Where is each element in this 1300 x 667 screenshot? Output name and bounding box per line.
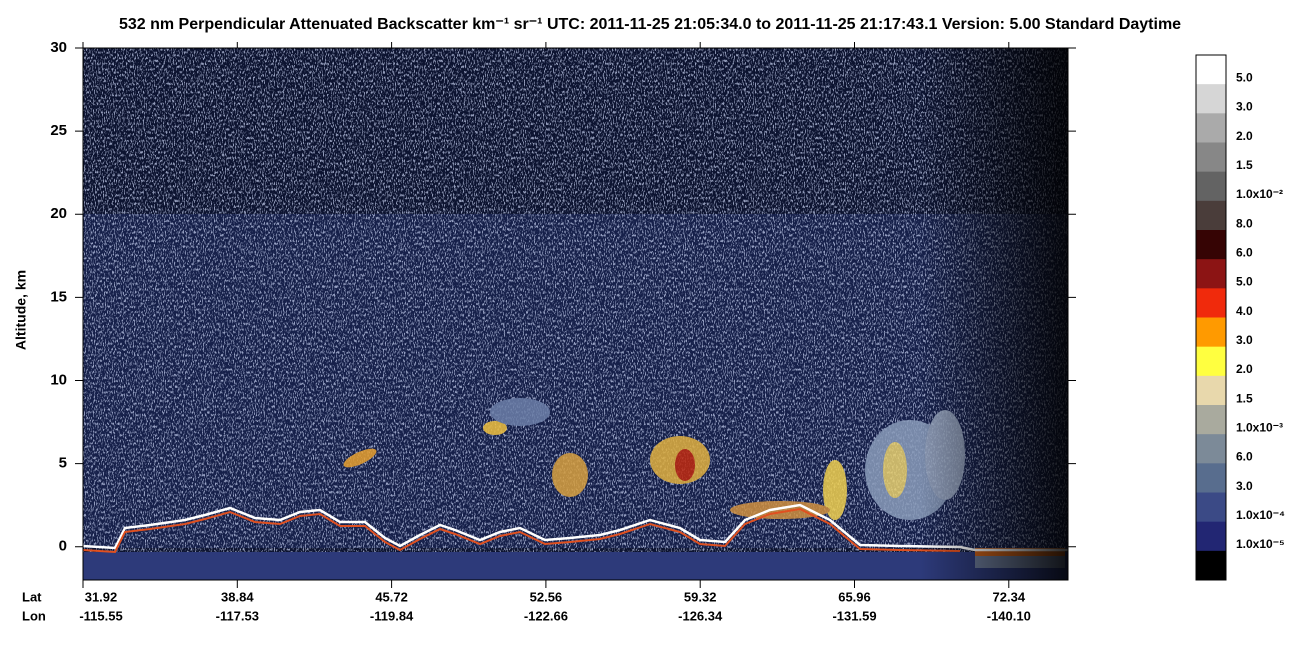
- y-tick-label: 10: [50, 371, 67, 388]
- colorbar-frame: [1195, 54, 1227, 581]
- colorbar-band: [1196, 55, 1226, 85]
- colorbar-label: 3.0: [1236, 333, 1253, 347]
- colorbar-band: [1196, 113, 1226, 143]
- lat-label: 59.32: [684, 589, 717, 604]
- lon-label: -126.34: [678, 608, 723, 623]
- lon-label: -115.55: [79, 608, 122, 623]
- y-tick-label: 20: [50, 205, 67, 222]
- lat-label: 45.72: [375, 589, 408, 604]
- y-tick-label: 15: [50, 288, 67, 305]
- lat-row-label: Lat: [22, 589, 42, 604]
- colorbar-band: [1196, 84, 1226, 114]
- colorbar-label: 4.0: [1236, 304, 1253, 318]
- y-tick-label: 0: [59, 538, 67, 555]
- lon-label: -117.53: [216, 608, 259, 623]
- lon-label: -140.10: [987, 608, 1031, 623]
- lon-label: -119.84: [370, 608, 414, 623]
- colorbar-label: 1.0x10⁻²: [1236, 187, 1283, 201]
- colorbar-band: [1196, 375, 1226, 406]
- colorbar-label: 5.0: [1236, 275, 1253, 289]
- colorbar-label: 1.0x10⁻³: [1236, 421, 1283, 435]
- lon-row-label: Lon: [22, 608, 46, 623]
- lon-label: -122.66: [524, 608, 568, 623]
- plot-frame: [82, 47, 1069, 581]
- colorbar-band: [1196, 405, 1226, 435]
- colorbar-label: 6.0: [1236, 246, 1253, 260]
- colorbar-band: [1196, 259, 1226, 289]
- chart-title: 532 nm Perpendicular Attenuated Backscat…: [119, 16, 1181, 33]
- colorbar-band: [1196, 200, 1226, 231]
- colorbar-band: [1196, 521, 1226, 552]
- colorbar-band: [1196, 288, 1226, 318]
- y-axis-label: Altitude, km: [13, 270, 29, 350]
- colorbar-label: 1.5: [1236, 391, 1253, 405]
- colorbar-label: 6.0: [1236, 450, 1253, 464]
- dark-fade: [83, 48, 1068, 580]
- colorbar-band: [1196, 492, 1226, 523]
- colorbar-band: [1196, 346, 1226, 377]
- colorbar-band: [1196, 171, 1226, 202]
- lat-label: 65.96: [838, 589, 871, 604]
- colorbar-band: [1196, 463, 1226, 493]
- colorbar-label: 3.0: [1236, 100, 1253, 114]
- y-tick-label: 25: [50, 122, 67, 139]
- colorbar-label: 1.0x10⁻⁴: [1236, 508, 1285, 522]
- y-tick-label: 30: [50, 39, 67, 56]
- colorbar-label: 3.0: [1236, 479, 1253, 493]
- colorbar-label: 2.0: [1236, 129, 1253, 143]
- colorbar-label: 8.0: [1236, 216, 1253, 230]
- colorbar-band: [1196, 550, 1226, 581]
- colorbar-band: [1196, 317, 1226, 348]
- colorbar-label: 2.0: [1236, 362, 1253, 376]
- y-tick-label: 5: [59, 455, 67, 472]
- colorbar-band: [1196, 230, 1226, 260]
- lon-label: -131.59: [832, 608, 876, 623]
- colorbar-band: [1196, 142, 1226, 173]
- colorbar-label: 1.5: [1236, 158, 1253, 172]
- backscatter-image: [83, 48, 1068, 580]
- lat-label: 72.34: [993, 589, 1026, 604]
- colorbar-label: 5.0: [1236, 71, 1253, 85]
- colorbar-band: [1196, 434, 1226, 464]
- lat-label: 52.56: [530, 589, 563, 604]
- lat-label: 38.84: [221, 589, 254, 604]
- colorbar-label: 1.0x10⁻⁵: [1236, 537, 1285, 551]
- lat-label: 31.92: [85, 589, 118, 604]
